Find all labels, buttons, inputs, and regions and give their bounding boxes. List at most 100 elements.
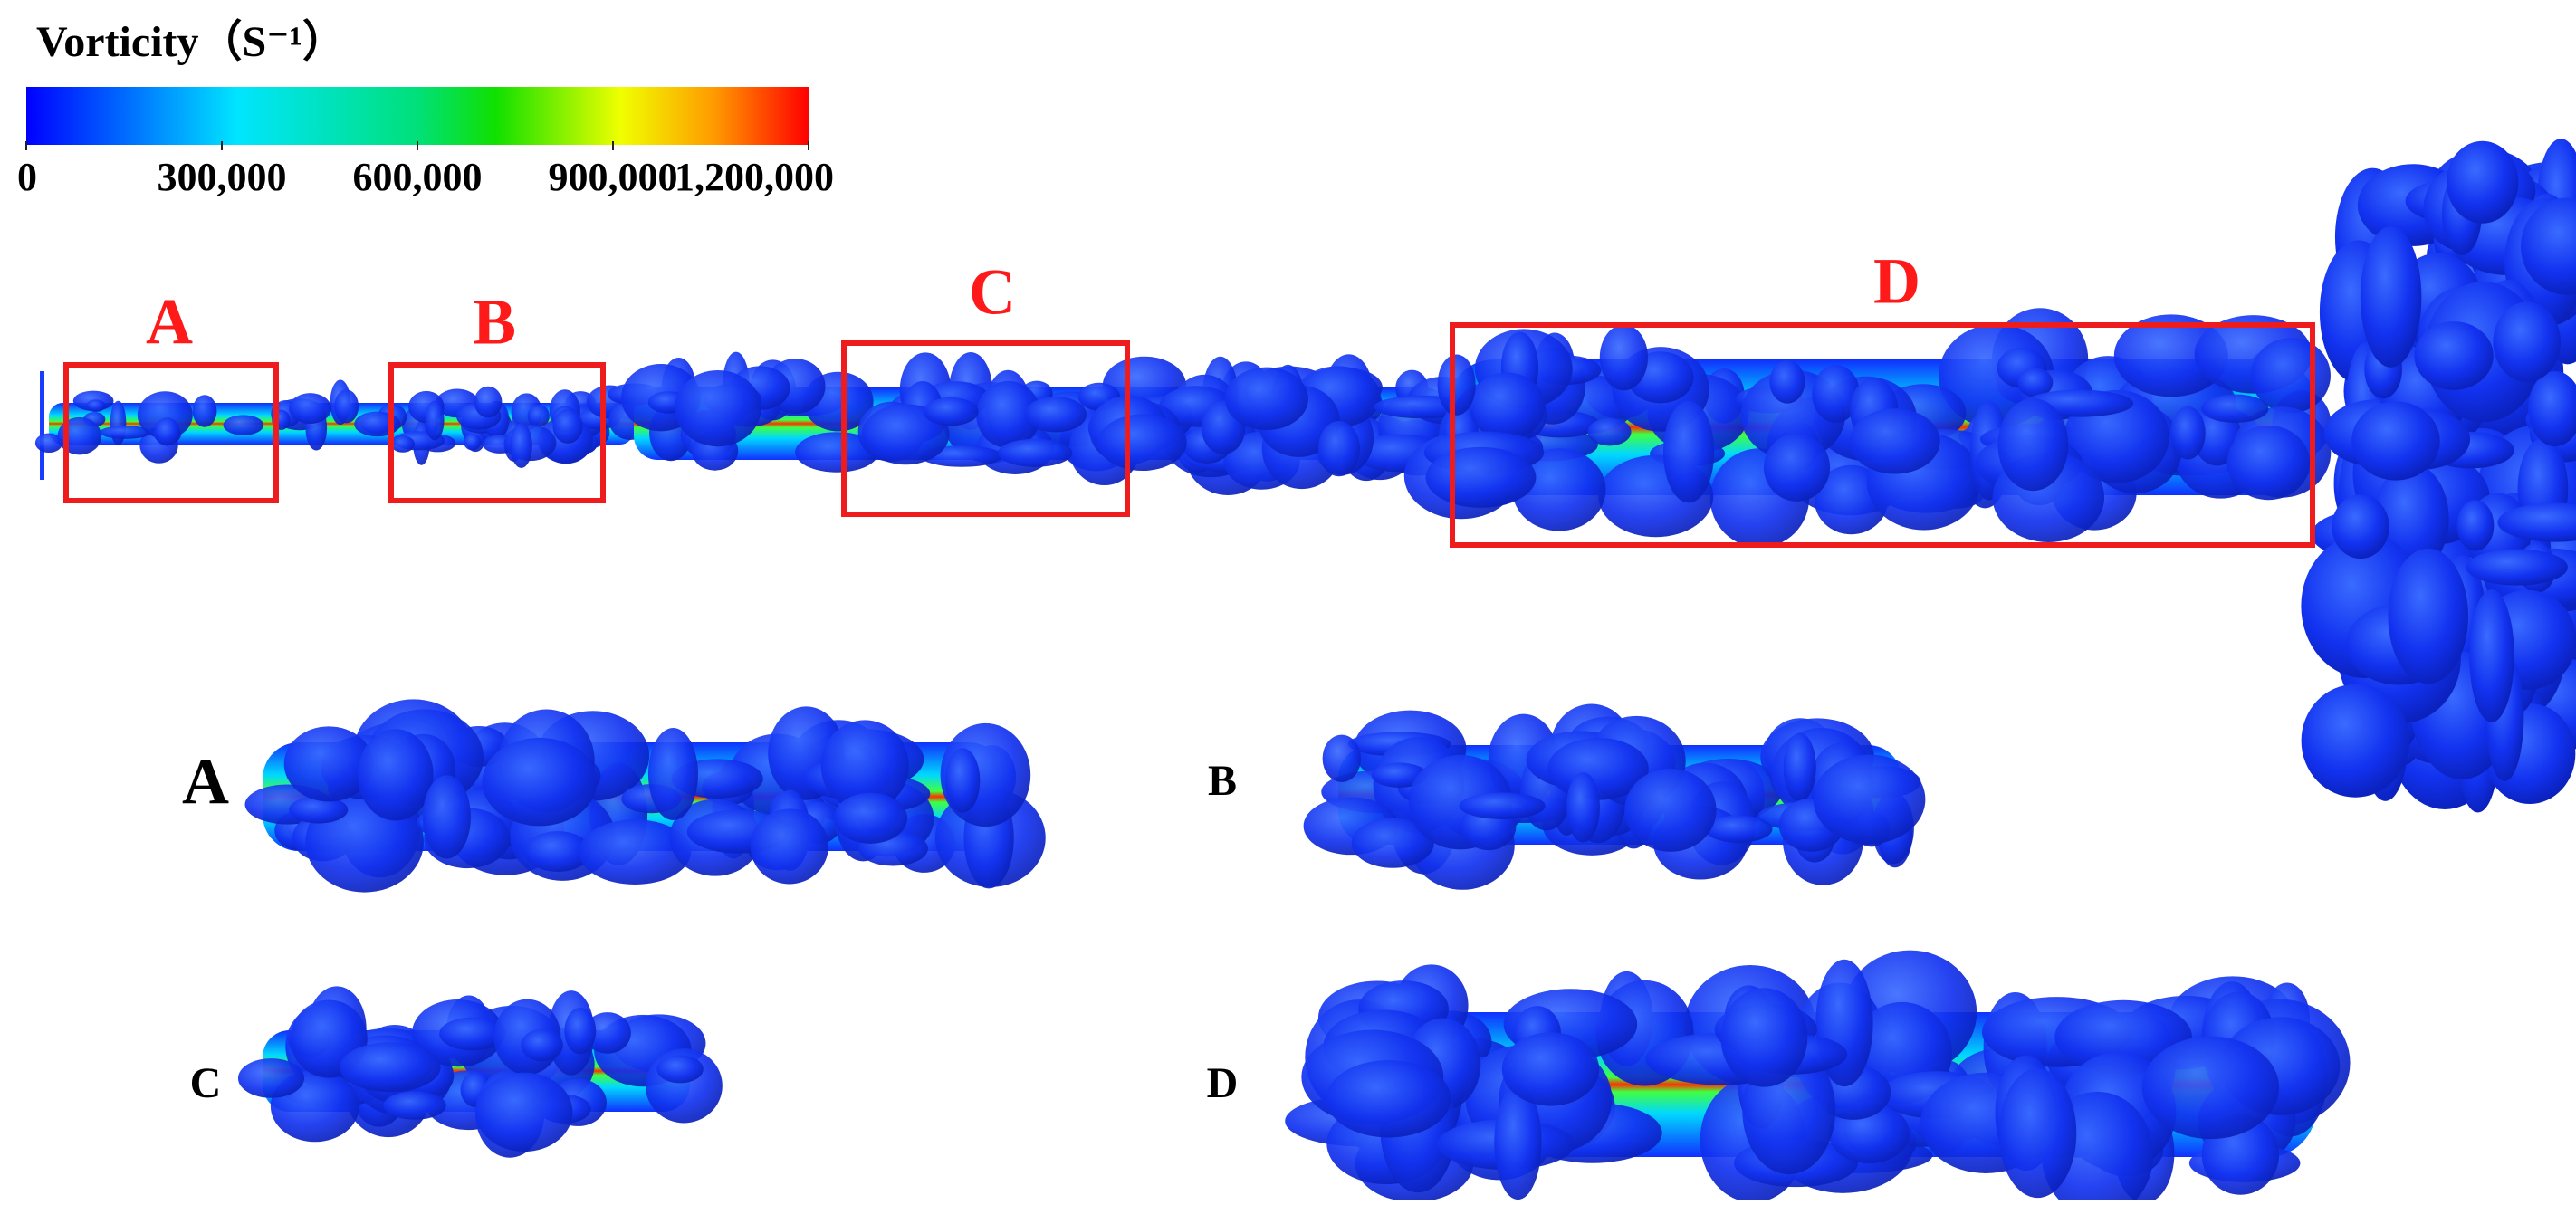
vortex-blob <box>2351 401 2440 481</box>
vortex-blob <box>527 405 550 428</box>
vortex-blob <box>1783 732 1816 802</box>
region-label: B <box>473 286 516 359</box>
panel-label: A <box>182 746 229 818</box>
vortex-blob <box>1097 414 1187 472</box>
vortex-blob <box>2017 368 2054 397</box>
vortex-blob <box>1425 446 1537 508</box>
colorbar-tick-label: 1,200,000 <box>675 155 834 199</box>
vortex-blob <box>289 393 331 425</box>
vortex-blob <box>422 775 471 859</box>
vortex-blob <box>2388 548 2469 684</box>
vortex-blob <box>192 395 217 427</box>
vortex-blob <box>1769 359 1805 404</box>
vortex-blob <box>1849 408 1940 474</box>
vortex-blob <box>820 720 909 811</box>
vortex-blob <box>1704 815 1773 843</box>
vortex-blob <box>552 409 583 444</box>
vortex-blob <box>334 389 359 424</box>
colorbar-tick-label: 0 <box>17 155 37 199</box>
panel-label: B <box>1208 757 1237 805</box>
vortex-blob <box>2414 321 2494 390</box>
vortex-blob <box>1326 1060 1451 1138</box>
vortex-blob <box>1512 448 1606 531</box>
vortex-blob <box>924 397 979 426</box>
vortex-blob <box>795 432 879 473</box>
vortex-blob <box>1763 433 1831 502</box>
vortex-blob <box>564 1007 597 1055</box>
vortex-blob <box>1997 398 2069 492</box>
vortex-blob <box>464 433 482 451</box>
vortex-blob <box>861 404 950 465</box>
vortex-blob <box>340 1042 441 1093</box>
colorbar <box>26 87 809 145</box>
vortex-blob <box>1813 754 1926 845</box>
vortex-blob <box>1351 818 1434 868</box>
vortex-blob <box>1566 772 1601 843</box>
nozzle <box>40 371 44 480</box>
vortex-blob <box>976 380 1041 449</box>
region-label: C <box>969 256 1016 329</box>
colorbar-title: Vorticity（S⁻¹） <box>36 18 346 66</box>
vortex-blob <box>833 792 908 844</box>
annotations: A B C D A B C D <box>63 245 2315 1107</box>
vortex-blob <box>474 386 503 418</box>
vortex-blob <box>390 435 415 453</box>
vortex-blob <box>656 1055 704 1084</box>
vortex-blob <box>154 417 180 446</box>
colorbar-tick-label: 300,000 <box>158 155 287 199</box>
vortex-blob <box>425 400 445 441</box>
vortex-blob <box>1624 769 1717 852</box>
vortex-blob <box>1371 762 1428 788</box>
vortex-blob <box>750 808 828 885</box>
vortex-blob <box>584 1012 631 1054</box>
vortex-blob <box>997 438 1073 467</box>
vortex-blob <box>524 831 591 872</box>
vortex-blob <box>1437 354 1476 416</box>
vortex-blob <box>1469 372 1546 440</box>
vortex-blob <box>2201 394 2269 423</box>
vortex-blob <box>579 819 692 885</box>
vortex-blob <box>2493 301 2561 382</box>
vortex-blob <box>1494 1085 1542 1200</box>
region-label: D <box>1873 245 1920 318</box>
vortex-blob <box>34 433 63 454</box>
vortex-blob <box>510 423 532 468</box>
vortex-blob <box>237 1058 305 1098</box>
vortex-blob <box>475 1072 573 1152</box>
vortex-blob <box>2528 370 2576 446</box>
vortex-blob <box>2113 314 2228 397</box>
vortex-blob <box>1317 420 1360 477</box>
vortex-blob <box>2446 140 2519 224</box>
vortex-blob <box>1501 1032 1600 1106</box>
panel-label: C <box>190 1059 222 1107</box>
vortex-blob <box>647 728 698 821</box>
vortex-blob <box>1720 988 1808 1087</box>
vortex-blob <box>944 748 981 813</box>
vortex-blob <box>1024 397 1087 433</box>
vortex-blob <box>521 1028 563 1062</box>
vortex-blob <box>289 796 349 824</box>
region-box <box>63 362 279 503</box>
colorbar-tick-label: 600,000 <box>353 155 483 199</box>
vortex-blob <box>675 369 761 447</box>
region-box <box>388 362 606 503</box>
vortex-blob <box>2360 225 2422 368</box>
vortex-blob <box>439 1017 506 1051</box>
vortex-blob <box>482 737 598 827</box>
vortex-blob <box>1662 400 1715 503</box>
vortex-blob <box>1224 367 1308 431</box>
vortex-blob <box>358 729 434 821</box>
colorbar-tick-label: 900,000 <box>549 155 678 199</box>
vortex-blob <box>383 1091 446 1120</box>
vortex-blob <box>283 726 374 802</box>
vortex-blob <box>1322 734 1362 782</box>
vortex-blob <box>2466 549 2568 586</box>
vortex-blob <box>2170 406 2206 460</box>
region-box <box>1450 322 2315 548</box>
vortex-blob <box>86 399 106 412</box>
vortex-blob <box>2301 684 2410 798</box>
vortex-blob <box>1998 1068 2077 1199</box>
vortex-blob <box>2226 425 2311 501</box>
region-box <box>841 340 1130 517</box>
